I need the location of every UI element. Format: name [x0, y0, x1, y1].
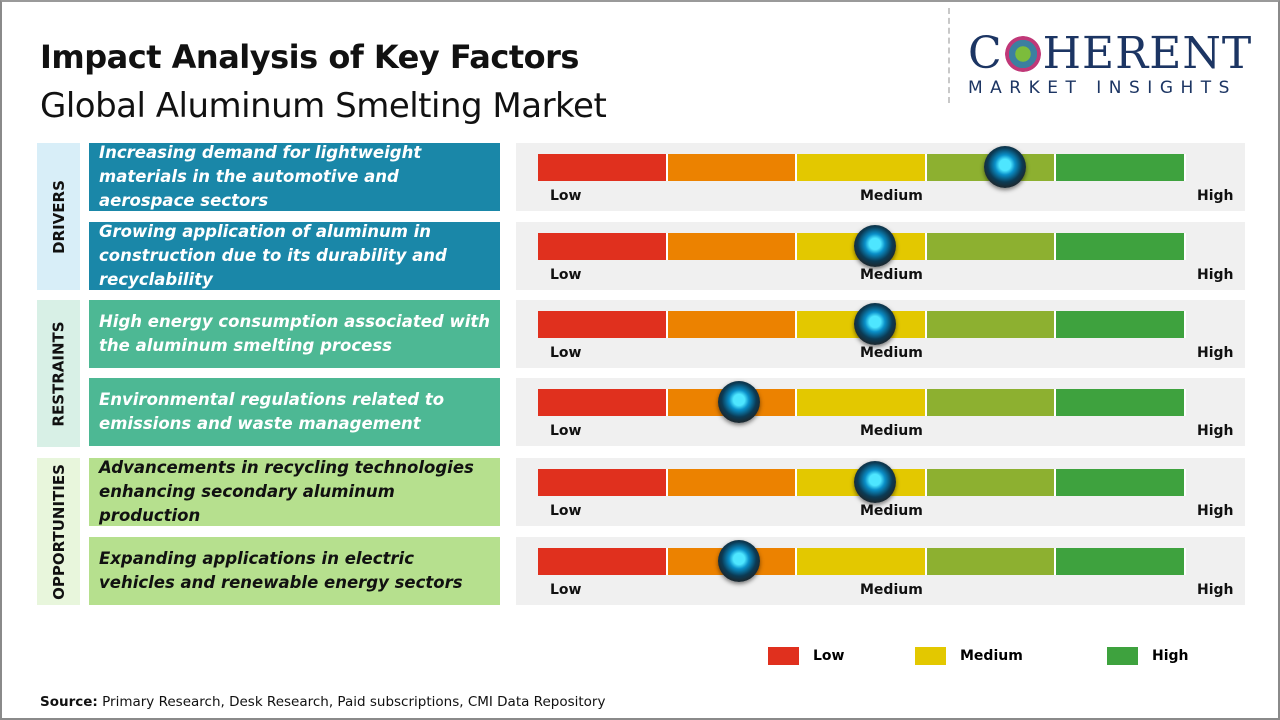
impact-bar: [538, 461, 1186, 503]
scale-medium-label: Medium: [860, 582, 923, 598]
scale-low-label: Low: [550, 345, 582, 361]
bar-segment-low: [538, 548, 668, 575]
factor-text: Environmental regulations related to emi…: [89, 378, 500, 446]
scale-low-label: Low: [550, 423, 582, 439]
bar-segment-mid_high: [926, 469, 1057, 496]
scale-low-label: Low: [550, 267, 582, 283]
factor-text: Advancements in recycling technologies e…: [89, 458, 500, 526]
bar-segment-low_mid: [667, 311, 798, 338]
factor-text: Increasing demand for lightweight materi…: [89, 143, 500, 211]
globe-icon: [1004, 36, 1041, 72]
scale-medium-label: Medium: [860, 188, 923, 204]
impact-gauge: Low Medium High: [516, 378, 1245, 446]
impact-gauge: Low Medium High: [516, 537, 1245, 605]
source-note: Source: Primary Research, Desk Research,…: [40, 694, 605, 710]
category-restraints: RESTRAINTS: [37, 300, 80, 447]
impact-indicator-knob: [853, 225, 896, 267]
scale-low-label: Low: [550, 188, 582, 204]
bar-segment-high: [1056, 469, 1186, 496]
bar-segment-high: [1056, 311, 1186, 338]
bar-segment-low: [538, 389, 668, 416]
factor-text: High energy consumption associated with …: [89, 300, 500, 368]
bar-segment-medium: [797, 154, 927, 181]
scale-medium-label: Medium: [860, 267, 923, 283]
category-opportunities: OPPORTUNITIES: [37, 458, 80, 605]
legend-low: Low: [768, 647, 844, 665]
bar-segment-low_mid: [667, 469, 798, 496]
bar-segment-low_mid: [667, 233, 798, 260]
logo-text: HERENT: [1042, 28, 1253, 79]
impact-bar: [538, 540, 1186, 582]
bar-segment-high: [1056, 389, 1186, 416]
bar-segment-high: [1056, 154, 1186, 181]
impact-gauge: Low Medium High: [516, 300, 1245, 368]
legend-high: High: [1107, 647, 1189, 665]
logo-text: C: [968, 28, 1003, 79]
scale-medium-label: Medium: [860, 345, 923, 361]
logo: C HERENT MARKET INSIGHTS: [968, 28, 1263, 99]
impact-gauge: Low Medium High: [516, 222, 1245, 290]
bar-segment-mid_high: [926, 233, 1057, 260]
impact-indicator-knob: [853, 461, 896, 503]
scale-high-label: High: [1197, 423, 1234, 439]
impact-indicator-knob: [853, 303, 896, 345]
legend-label: Medium: [960, 648, 1023, 664]
bar-segment-low: [538, 233, 668, 260]
impact-indicator-knob: [717, 381, 760, 423]
impact-bar: [538, 146, 1186, 188]
bar-segment-low: [538, 469, 668, 496]
legend-label: High: [1152, 648, 1189, 664]
page-title: Impact Analysis of Key Factors: [40, 38, 579, 76]
category-label: OPPORTUNITIES: [49, 463, 68, 600]
impact-bar: [538, 225, 1186, 267]
scale-high-label: High: [1197, 345, 1234, 361]
legend-swatch: [915, 647, 946, 665]
bar-segment-low: [538, 311, 668, 338]
scale-low-label: Low: [550, 582, 582, 598]
impact-indicator-knob: [717, 540, 760, 582]
legend-label: Low: [813, 648, 845, 664]
category-label: RESTRAINTS: [49, 320, 68, 427]
impact-gauge: Low Medium High: [516, 143, 1245, 211]
logo-subtext: MARKET INSIGHTS: [968, 78, 1237, 98]
source-label: Source:: [40, 694, 98, 710]
scale-high-label: High: [1197, 582, 1234, 598]
bar-segment-medium: [797, 548, 927, 575]
bar-segment-medium: [797, 389, 927, 416]
bar-segment-low: [538, 154, 668, 181]
bar-segment-low_mid: [667, 154, 798, 181]
bar-segment-mid_high: [926, 311, 1057, 338]
category-label: DRIVERS: [49, 179, 68, 254]
page-subtitle: Global Aluminum Smelting Market: [40, 86, 607, 126]
divider: [948, 8, 950, 103]
legend-swatch: [768, 647, 799, 665]
scale-high-label: High: [1197, 188, 1234, 204]
factor-text: Expanding applications in electric vehic…: [89, 537, 500, 605]
legend-medium: Medium: [915, 647, 1023, 665]
scale-medium-label: Medium: [860, 503, 923, 519]
impact-gauge: Low Medium High: [516, 458, 1245, 526]
bar-segment-mid_high: [926, 389, 1057, 416]
bar-segment-mid_high: [926, 548, 1057, 575]
category-drivers: DRIVERS: [37, 143, 80, 290]
impact-bar: [538, 381, 1186, 423]
source-text: Primary Research, Desk Research, Paid su…: [97, 694, 606, 710]
scale-high-label: High: [1197, 267, 1234, 283]
factor-text: Growing application of aluminum in const…: [89, 222, 500, 290]
legend-swatch: [1107, 647, 1138, 665]
bar-segment-high: [1056, 548, 1186, 575]
scale-high-label: High: [1197, 503, 1234, 519]
bar-segment-high: [1056, 233, 1186, 260]
scale-low-label: Low: [550, 503, 582, 519]
impact-indicator-knob: [983, 146, 1026, 188]
impact-bar: [538, 303, 1186, 345]
scale-medium-label: Medium: [860, 423, 923, 439]
